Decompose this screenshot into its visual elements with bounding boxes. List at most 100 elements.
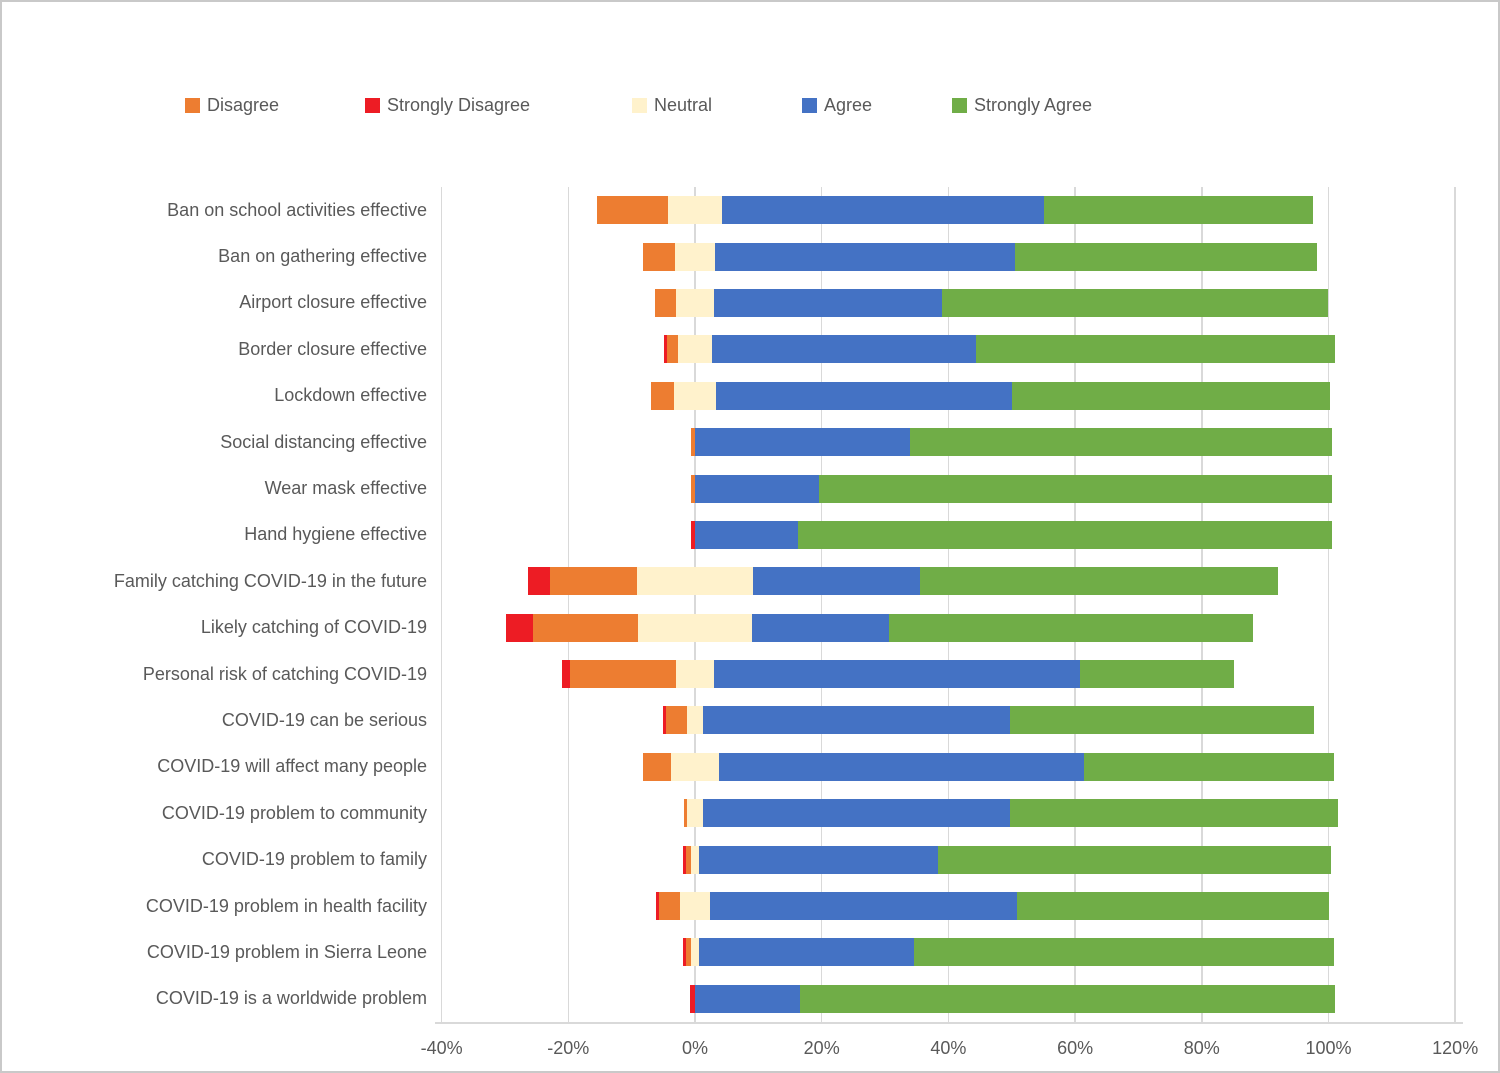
- bar-segment-neutral: [691, 938, 699, 967]
- bar-segment-agree: [695, 984, 800, 1013]
- legend-label: Disagree: [207, 94, 280, 115]
- bar-segment-strongly-agree: [938, 845, 1332, 874]
- bar-segment-agree: [702, 706, 1011, 735]
- x-tick-label: 0%: [681, 1038, 708, 1058]
- bar-segment-strongly-agree: [1014, 242, 1318, 271]
- bar-segment-strongly-agree: [1016, 892, 1330, 921]
- bar-segment-strongly-disagree: [656, 892, 659, 921]
- legend-label: Agree: [824, 94, 873, 115]
- bar-segment-strongly-disagree: [528, 567, 550, 596]
- bar-segment-strongly-disagree: [663, 335, 668, 364]
- bar-segment-agree: [695, 428, 911, 457]
- bar-segment-agree: [709, 892, 1017, 921]
- x-tick-label: -20%: [547, 1038, 590, 1058]
- bar-segment-strongly-agree: [1043, 196, 1313, 225]
- bar-segment-strongly-agree: [818, 474, 1332, 503]
- bar-segment-strongly-disagree: [682, 938, 687, 967]
- bar-segment-neutral: [687, 706, 703, 735]
- legend-swatch-neutral: [632, 97, 647, 113]
- gridline-100: [1327, 187, 1330, 1022]
- bar-segment-disagree: [549, 567, 638, 596]
- bar-segment-neutral: [677, 335, 713, 364]
- bar-segment-neutral: [637, 567, 753, 596]
- legend-swatch-disagree: [185, 97, 200, 113]
- bar-segment-neutral: [674, 381, 716, 410]
- bar-segment-disagree: [643, 752, 671, 781]
- bar-segment-agree: [715, 242, 1015, 271]
- gridline--20: [567, 187, 570, 1022]
- category-label: COVID-19 will affect many people: [157, 756, 427, 777]
- bar-segment-strongly-agree: [799, 984, 1335, 1013]
- bar-segment-agree: [714, 288, 943, 317]
- bar-segment-disagree: [655, 288, 676, 317]
- category-label: COVID-19 problem in health facility: [145, 895, 427, 916]
- bar-segment-disagree: [597, 196, 669, 225]
- legend-label: Strongly Disagree: [387, 94, 531, 115]
- legend-label: Strongly Agree: [974, 94, 1093, 115]
- bar-segment-strongly-agree: [976, 335, 1336, 364]
- bar-segment-agree: [751, 613, 889, 642]
- x-tick-label: 100%: [1305, 1038, 1352, 1058]
- category-label: Lockdown effective: [274, 385, 427, 406]
- legend-swatch-strongly-agree: [952, 97, 967, 113]
- bar-segment-disagree: [643, 242, 675, 271]
- bar-segment-agree: [698, 938, 914, 967]
- bar-segment-strongly-agree: [1010, 799, 1338, 828]
- bar-segment-agree: [719, 752, 1084, 781]
- bar-segment-agree: [698, 845, 939, 874]
- category-label: Personal risk of catching COVID-19: [142, 663, 427, 684]
- x-tick-label: 80%: [1183, 1038, 1220, 1058]
- x-tick-label: 60%: [1057, 1038, 1094, 1058]
- gridline-0: [694, 187, 696, 1022]
- gridline-80: [1201, 187, 1203, 1022]
- bar-segment-disagree: [533, 613, 639, 642]
- bar-segment-strongly-agree: [798, 520, 1332, 549]
- category-label: COVID-19 can be serious: [221, 709, 427, 730]
- bar-segment-strongly-disagree: [663, 706, 666, 735]
- legend-item-neutral: Neutral: [632, 94, 712, 116]
- category-label: Border closure effective: [238, 338, 427, 359]
- legend-swatch-strongly-disagree: [365, 97, 380, 113]
- bar-segment-disagree: [658, 892, 681, 921]
- legend-item-strongly-disagree: Strongly Disagree: [365, 94, 530, 116]
- category-label: Family catching COVID-19 in the future: [113, 570, 427, 591]
- bar-segment-disagree: [690, 474, 695, 503]
- legend-item-agree: Agree: [802, 94, 872, 116]
- bar-segment-agree: [695, 474, 819, 503]
- legend-label: Neutral: [654, 94, 713, 115]
- bar-segment-agree: [752, 567, 921, 596]
- legend-item-strongly-agree: Strongly Agree: [952, 94, 1092, 116]
- category-label: Social distancing effective: [220, 431, 427, 452]
- bar-segment-disagree: [665, 706, 688, 735]
- category-label: Ban on school activities effective: [167, 199, 427, 220]
- bar-segment-strongly-agree: [1083, 752, 1335, 781]
- bar-segment-disagree: [690, 428, 695, 457]
- bar-segment-strongly-disagree: [682, 845, 687, 874]
- bar-segment-neutral: [668, 196, 722, 225]
- bar-segment-neutral: [670, 752, 720, 781]
- x-tick-label: 120%: [1432, 1038, 1479, 1058]
- bar-segment-disagree: [651, 381, 675, 410]
- bar-segment-disagree: [684, 799, 688, 828]
- bar-segment-agree: [721, 196, 1044, 225]
- bar-segment-neutral: [675, 660, 715, 689]
- bar-segment-strongly-agree: [910, 428, 1332, 457]
- category-label: COVID-19 problem in Sierra Leone: [146, 941, 427, 962]
- category-label: COVID-19 problem to community: [161, 802, 427, 823]
- bar-segment-strongly-disagree: [690, 520, 695, 549]
- bar-segment-neutral: [674, 242, 716, 271]
- category-label: Wear mask effective: [264, 478, 427, 499]
- bar-segment-disagree: [686, 845, 692, 874]
- x-tick-label: 20%: [803, 1038, 840, 1058]
- gridline-120: [1454, 187, 1456, 1022]
- gridline-60: [1074, 187, 1076, 1022]
- category-label: COVID-19 problem to family: [201, 849, 427, 870]
- bar-segment-disagree: [686, 938, 692, 967]
- bar-segment-neutral: [680, 892, 710, 921]
- bar-segment-strongly-disagree: [561, 660, 570, 689]
- x-tick-label: 40%: [930, 1038, 967, 1058]
- category-label: Likely catching of COVID-19: [200, 617, 427, 638]
- bar-segment-strongly-agree: [920, 567, 1279, 596]
- bar-segment-neutral: [675, 288, 714, 317]
